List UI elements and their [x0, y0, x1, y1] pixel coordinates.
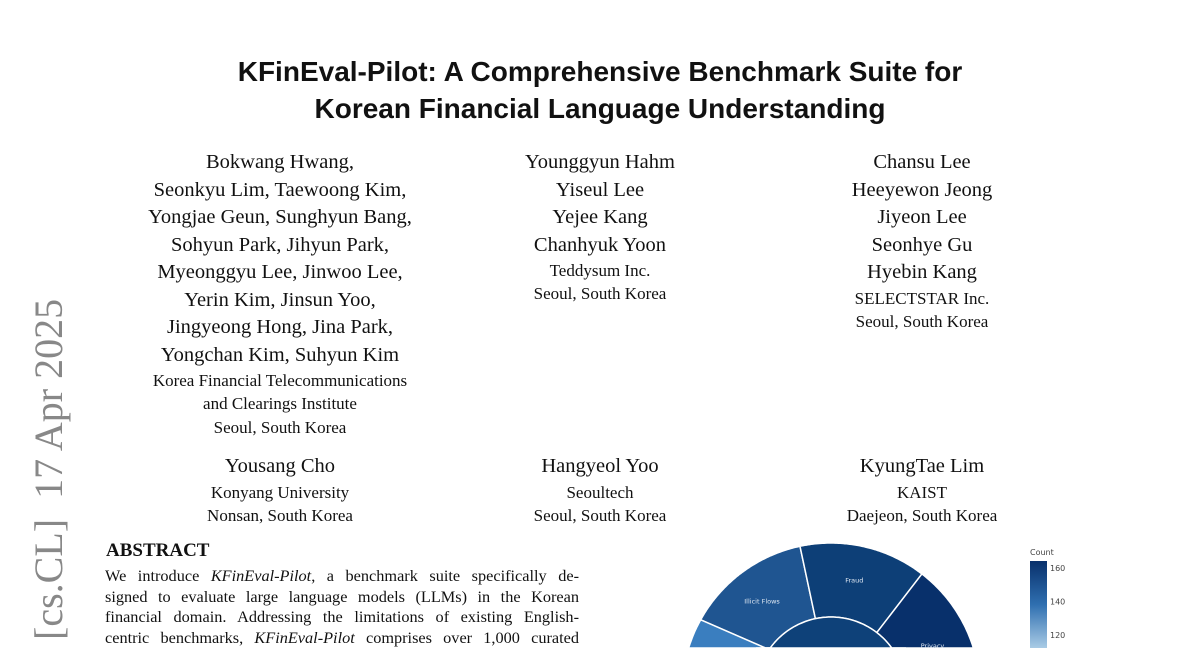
abstract-text: KFinEval-Pilot	[254, 627, 355, 647]
abstract-line: financial domain. Addressing the limitat…	[105, 607, 579, 627]
author-affiliation: Seoul, South Korea	[213, 417, 347, 437]
author-names: Yiseul Lee	[555, 178, 645, 201]
author-affiliation: Seoultech	[566, 482, 634, 502]
author-names: KyungTae Lim	[859, 455, 985, 477]
colorbar-title: Count	[1030, 548, 1054, 557]
author-names: Myeonggyu Lee, Jinwoo Lee,	[157, 261, 403, 283]
author-affiliation: Seoul, South Korea	[533, 284, 667, 304]
abstract-line: We introduce KFinEval-Pilot, a benchmark…	[105, 566, 579, 586]
abstract-text: We introduce	[105, 566, 211, 585]
abstract-line: centric benchmarks, KFinEval-Pilot compr…	[105, 628, 579, 648]
author-names: Yongchan Kim, Suhyun Kim	[160, 343, 400, 366]
author-group: Chansu Lee Heeyewon Jeong Jiyeon Lee Seonhy…	[742, 149, 1102, 333]
paper-title-line-1: KFinEval-Pilot: A Comprehensive Benchmar…	[237, 56, 963, 87]
sunburst-label: Illicit Flows	[744, 598, 780, 606]
abstract-text: centric benchmarks,	[105, 627, 255, 647]
author-names: Heeyewon Jeong	[851, 178, 993, 201]
author-group: KyungTae Lim KAIST Daejeon, South Korea	[742, 453, 1102, 527]
author-names: Sohyun Park, Jihyun Park,	[170, 233, 390, 256]
sunburst-label: Fraud	[845, 576, 863, 584]
author-names: Yejee Kang	[552, 206, 648, 228]
colorbar-tick: 160	[1050, 564, 1065, 573]
author-names: Yongjae Geun, Sunghyun Bang,	[148, 206, 412, 228]
paper-title-line-2: Korean Financial Language Understanding	[314, 93, 886, 124]
author-names: Seonhye Gu	[871, 233, 973, 256]
author-names: Hangyeol Yoo	[541, 455, 659, 477]
colorbar	[1030, 561, 1047, 648]
colorbar-tick: 140	[1050, 598, 1065, 607]
abstract-text: financial domain. Addressing the limitat…	[105, 607, 579, 626]
author-names: Hyebin Kang	[867, 261, 977, 283]
author-names: Bokwang Hwang,	[205, 151, 355, 173]
abstract-text: signed to evaluate large language models…	[105, 586, 579, 606]
author-names: Chanhyuk Yoon	[533, 233, 667, 256]
author-affiliation: Korea Financial Telecommunications	[152, 371, 408, 390]
abstract-heading: ABSTRACT	[106, 540, 210, 561]
author-affiliation: Teddysum Inc.	[549, 261, 651, 280]
abstract-line: signed to evaluate large language models…	[105, 587, 579, 607]
sunburst-label: Privacy	[921, 642, 945, 648]
author-group: Bokwang Hwang, Seonkyu Lim, Taewoong Kim,…	[100, 149, 460, 439]
abstract-text: KFinEval-Pilot	[210, 566, 312, 585]
author-names: Seonkyu Lim, Taewoong Kim,	[153, 178, 407, 201]
sunburst-segment	[876, 573, 981, 648]
author-affiliation: and Clearings Institute	[203, 394, 357, 414]
author-affiliation: Konyang University	[210, 482, 350, 502]
author-names: Jingyeong Hong, Jina Park,	[166, 316, 394, 338]
author-names: Jiyeon Lee	[877, 206, 967, 228]
author-affiliation: Seoul, South Korea	[533, 505, 667, 525]
author-affiliation: Daejeon, South Korea	[846, 505, 998, 525]
author-group: Younggyun Hahm Yiseul Lee Yejee Kang Chanhy…	[420, 149, 780, 306]
abstract-text: comprises over 1,000 curated	[354, 627, 579, 647]
author-group: Hangyeol Yoo Seoultech Seoul, South Korea	[420, 453, 780, 527]
author-names: Chansu Lee	[873, 151, 971, 173]
author-affiliation: KAIST	[896, 482, 948, 502]
author-affiliation: Nonsan, South Korea	[207, 505, 353, 525]
author-names: Yousang Cho	[224, 455, 336, 477]
abstract-text: , a benchmark suite specifically de-	[311, 566, 579, 585]
sunburst-segment	[681, 619, 784, 648]
author-affiliation: Seoul, South Korea	[855, 311, 989, 331]
colorbar-tick: 120	[1050, 631, 1065, 640]
author-names: Younggyun Hahm	[525, 151, 675, 173]
sunburst-center	[756, 616, 906, 648]
author-affiliation: SELECTSTAR Inc.	[854, 288, 990, 308]
author-group: Yousang Cho Konyang University Nonsan, Sou…	[100, 453, 460, 527]
author-names: Yerin Kim, Jinsun Yoo,	[184, 288, 376, 311]
